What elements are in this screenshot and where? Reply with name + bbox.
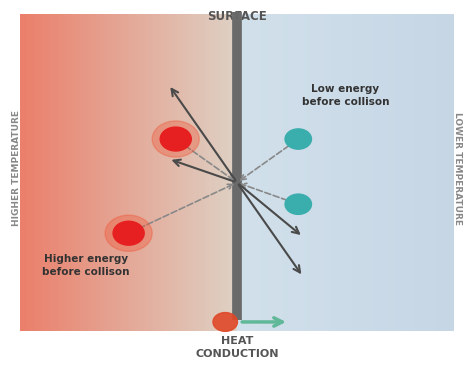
FancyArrowPatch shape	[238, 185, 300, 273]
Circle shape	[152, 121, 199, 157]
Circle shape	[160, 127, 191, 151]
Circle shape	[285, 194, 311, 214]
FancyArrowPatch shape	[242, 318, 282, 326]
Circle shape	[213, 312, 237, 331]
Circle shape	[285, 129, 311, 149]
Text: HIGHER TEMPERATURE: HIGHER TEMPERATURE	[12, 110, 21, 226]
Circle shape	[105, 215, 152, 251]
FancyArrowPatch shape	[241, 141, 296, 180]
FancyArrowPatch shape	[173, 160, 234, 182]
FancyArrowPatch shape	[131, 184, 233, 232]
Text: SURFACE: SURFACE	[207, 11, 267, 23]
FancyArrowPatch shape	[178, 141, 233, 180]
Circle shape	[113, 221, 144, 245]
FancyArrowPatch shape	[239, 184, 299, 234]
FancyArrowPatch shape	[241, 183, 296, 203]
Text: HEAT
CONDUCTION: HEAT CONDUCTION	[195, 336, 279, 359]
Text: Higher energy
before collison: Higher energy before collison	[43, 254, 130, 277]
Text: LOWER TEMPERATURE: LOWER TEMPERATURE	[453, 112, 462, 224]
FancyArrowPatch shape	[172, 89, 236, 180]
Text: Low energy
before collison: Low energy before collison	[301, 84, 389, 107]
